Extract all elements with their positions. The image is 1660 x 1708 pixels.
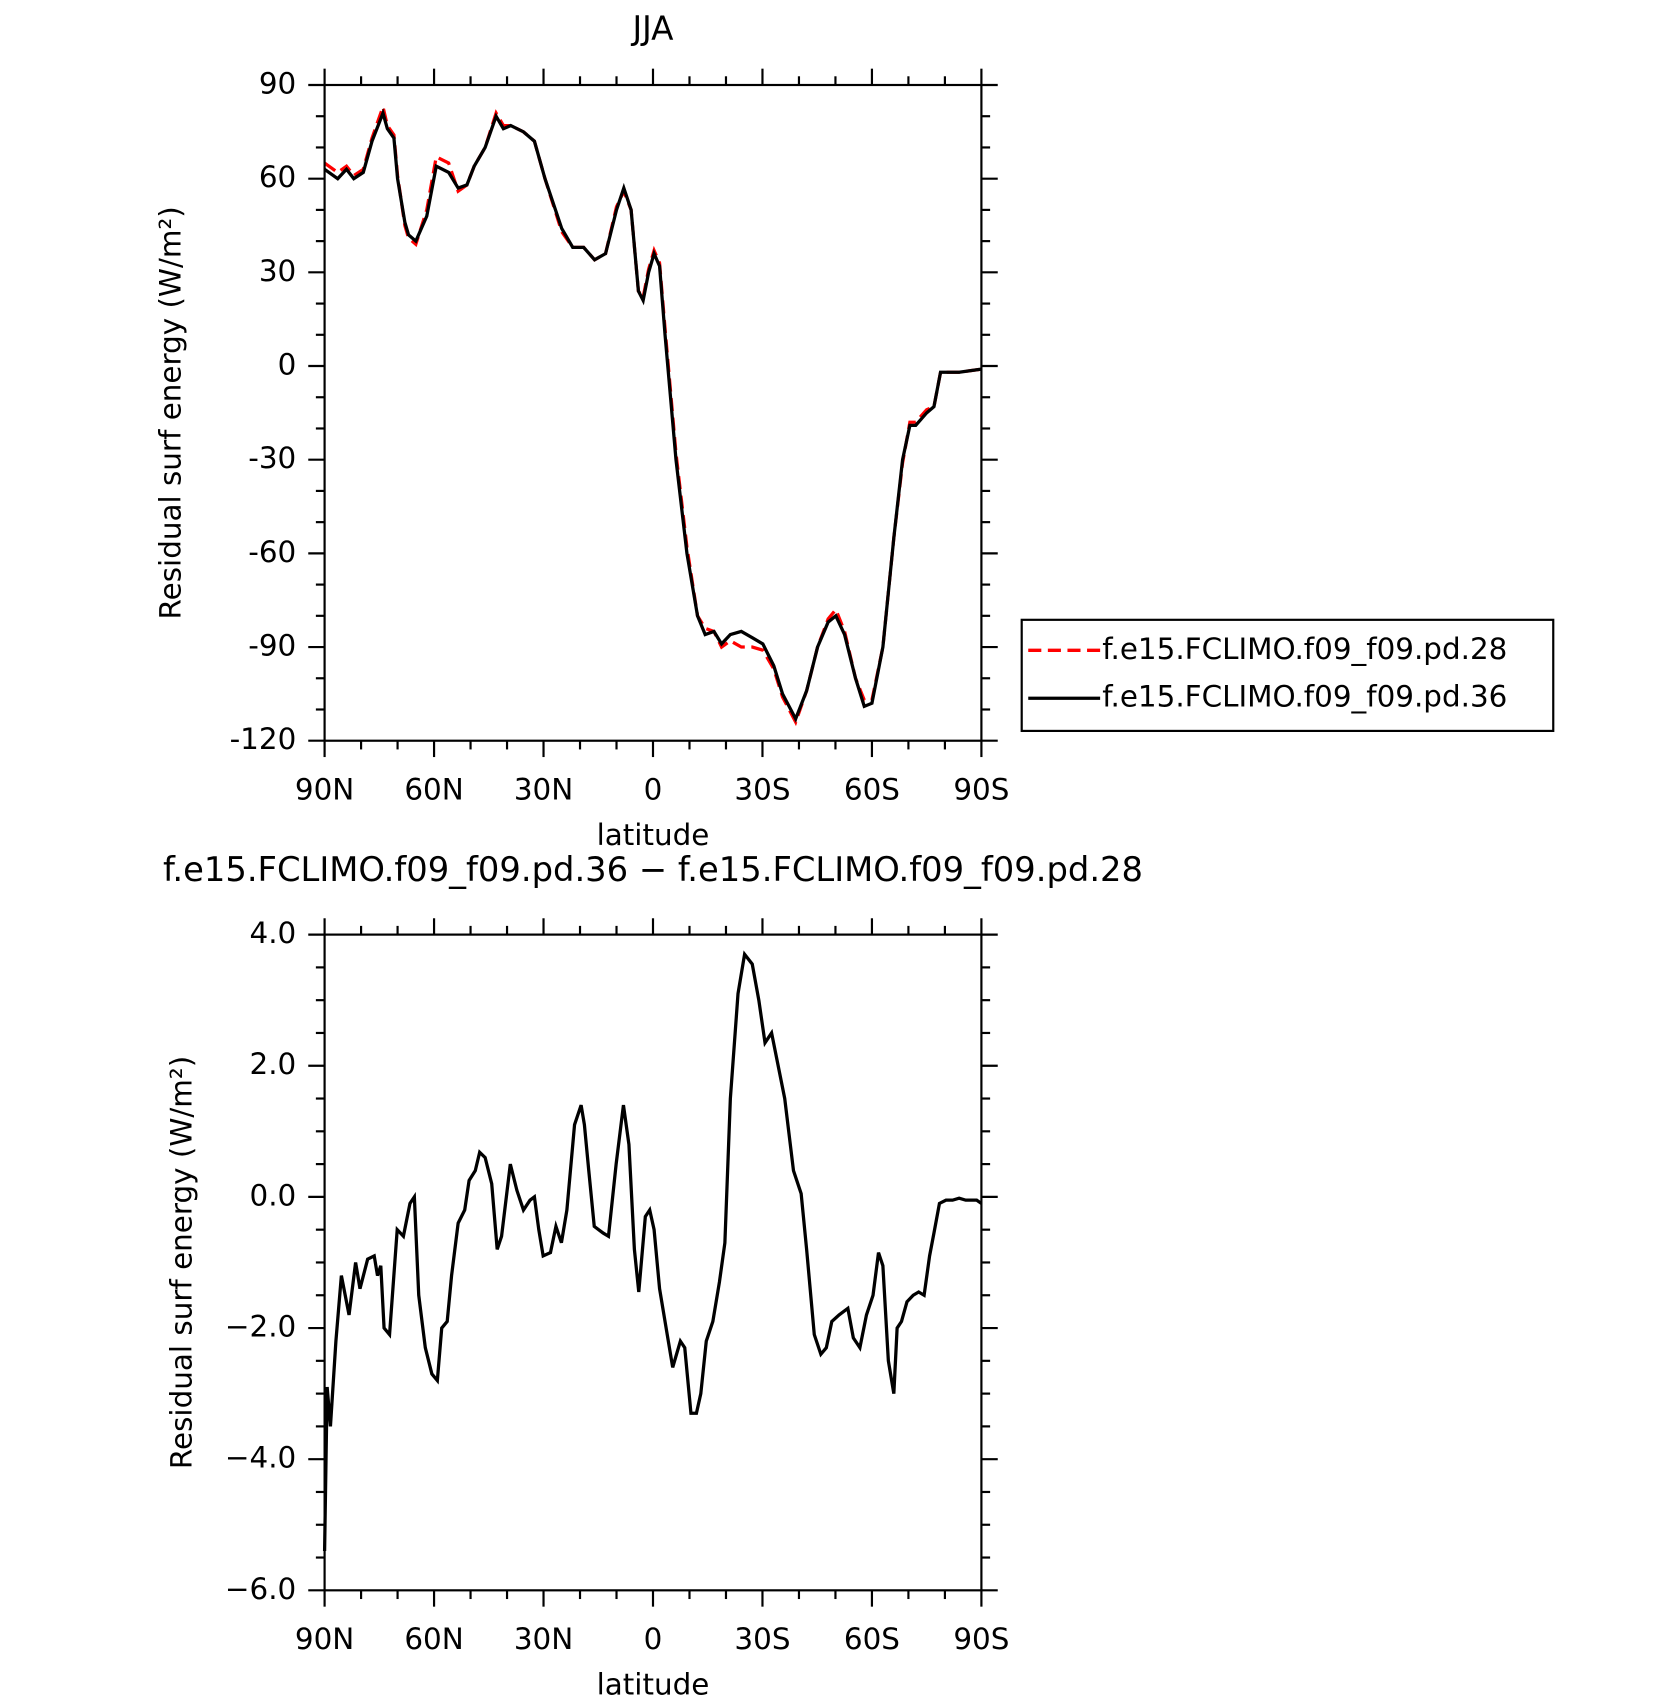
y-tick-label: -60 [248, 535, 296, 569]
y-tick-label: 4.0 [250, 916, 297, 950]
x-tick-label: 0 [644, 1622, 663, 1656]
x-axis-label: latitude [597, 1668, 710, 1702]
x-tick-label: 90S [953, 772, 1009, 806]
y-tick-label: 90 [259, 66, 296, 100]
x-tick-label: 90S [953, 1622, 1009, 1656]
y-tick-label: -30 [248, 441, 296, 475]
data-line [322, 950, 983, 1552]
x-tick-label: 60N [404, 1622, 463, 1656]
y-tick-label: −6.0 [225, 1572, 296, 1606]
y-axis-label: Residual surf energy (W/m²) [154, 206, 188, 619]
y-tick-label: -120 [230, 722, 297, 756]
x-tick-label: 30N [514, 1622, 573, 1656]
legend-box [1020, 618, 1555, 733]
y-tick-label: −4.0 [225, 1441, 296, 1475]
x-tick-label: 30S [734, 1622, 790, 1656]
data-line [323, 107, 982, 723]
x-tick-label: 30S [734, 772, 790, 806]
chart-title: f.e15.FCLIMO.f09_f09.pd.36 − f.e15.FCLIM… [163, 850, 1143, 889]
y-axis-label: Residual surf energy (W/m²) [164, 1056, 198, 1469]
x-tick-label: 90N [295, 772, 354, 806]
y-tick-label: 0 [278, 348, 297, 382]
y-tick-label: -90 [248, 629, 296, 663]
x-tick-label: 0 [644, 772, 663, 806]
data-line [323, 101, 982, 727]
y-tick-label: −2.0 [225, 1310, 296, 1344]
y-tick-label: 60 [259, 160, 296, 194]
plot-frame [323, 933, 983, 1592]
x-tick-label: 60S [844, 1622, 900, 1656]
chart-title: JJA [630, 10, 674, 48]
x-tick-label: 30N [514, 772, 573, 806]
x-axis-label: latitude [597, 818, 710, 852]
x-tick-label: 60S [844, 772, 900, 806]
legend-label: f.e15.FCLIMO.f09_f09.pd.36 [1102, 680, 1507, 714]
y-tick-label: 0.0 [250, 1178, 297, 1212]
x-tick-label: 90N [295, 1622, 354, 1656]
y-tick-label: 30 [259, 254, 296, 288]
plot-frame [323, 83, 983, 742]
y-tick-label: 2.0 [250, 1047, 297, 1081]
x-tick-label: 60N [404, 772, 463, 806]
legend-label: f.e15.FCLIMO.f09_f09.pd.28 [1102, 632, 1507, 666]
